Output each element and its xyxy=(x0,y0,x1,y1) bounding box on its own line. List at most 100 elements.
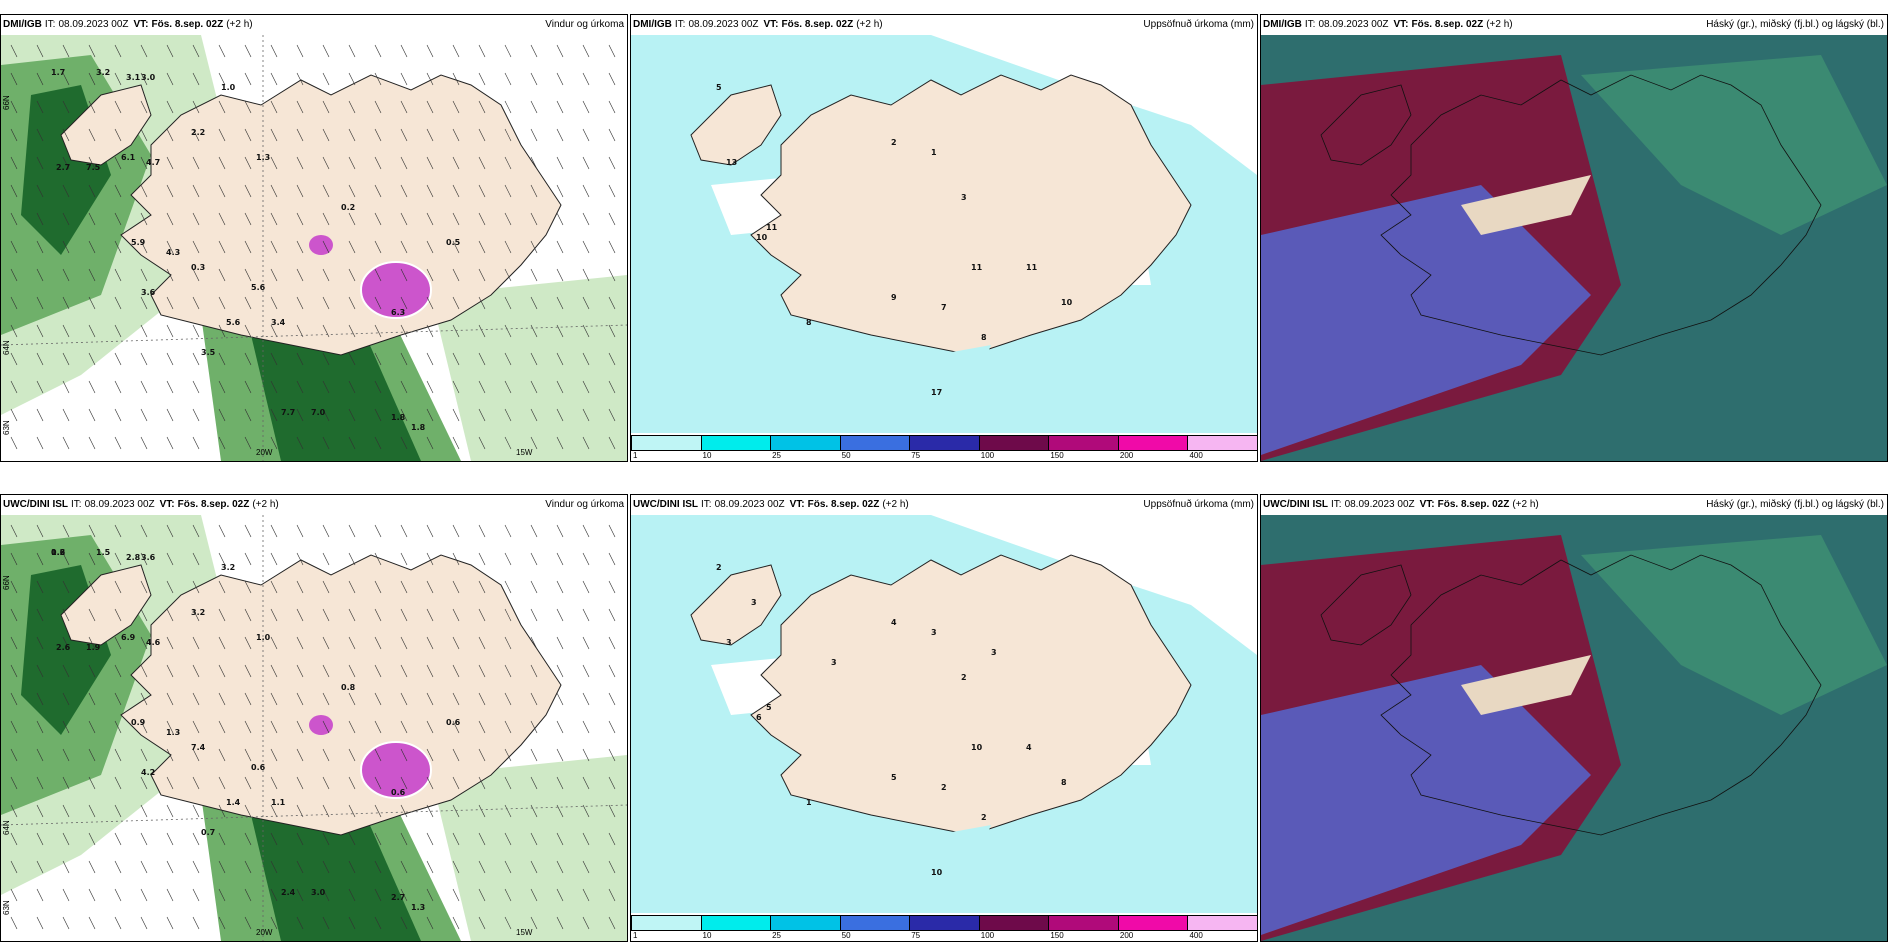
init-time-label: IT: xyxy=(71,499,82,510)
accum-value-label: 17 xyxy=(931,388,942,397)
accum-value-label: 2 xyxy=(891,138,897,147)
precip-value-label: 2.7 xyxy=(56,163,70,172)
accum-value-label: 6 xyxy=(756,713,762,722)
precip-value-label: 1.0 xyxy=(256,633,271,642)
colorbar-label: 10 xyxy=(702,931,712,940)
lat-tick-label: 63N xyxy=(2,420,11,435)
colorbar-label: 100 xyxy=(980,451,995,460)
precip-value-label: 3.2 xyxy=(96,68,110,77)
panel-title: Uppsöfnuð úrkoma (mm) xyxy=(1143,19,1254,30)
precip-value-label: 1.9 xyxy=(86,643,101,652)
precip-value-label: 2.7 xyxy=(391,893,405,902)
init-time-label: IT: xyxy=(1331,499,1342,510)
model-name: DMI/IGB xyxy=(3,19,42,30)
precip-value-label: 7.4 xyxy=(191,743,206,752)
accum-value-label: 8 xyxy=(1061,778,1067,787)
lon-tick-label: 20W xyxy=(256,448,273,457)
precip-value-label: 0.6 xyxy=(446,718,461,727)
colorbar-swatch xyxy=(1048,435,1119,451)
accum-value-label: 3 xyxy=(831,658,837,667)
accum-value-label: 4 xyxy=(1026,743,1032,752)
colorbar-swatch xyxy=(1048,915,1119,931)
accum-value-label: 13 xyxy=(726,158,737,167)
colorbar-label: 200 xyxy=(1119,451,1134,460)
colorbar-label: 400 xyxy=(1189,931,1203,940)
precip-value-label: 3.0 xyxy=(311,888,326,897)
precip-value-label: 0.8 xyxy=(341,683,356,692)
precip-value-label: 2.6 xyxy=(56,643,71,652)
precip-value-label: 1.3 xyxy=(256,153,270,162)
panel-header: DMI/IGB IT: 08.09.2023 00Z VT: Fös. 8.sep. 0… xyxy=(1261,15,1887,35)
precip-value-label: 0.2 xyxy=(51,548,65,557)
colorbar-label: 1 xyxy=(633,451,638,460)
precip-value-label: 4.2 xyxy=(141,768,155,777)
colorbar-swatch xyxy=(631,435,702,451)
init-time-label: IT: xyxy=(1304,19,1316,30)
precip-colorbar: 1 10 25 50 75 100 150 200 400 xyxy=(631,913,1257,941)
colorbar-label: 150 xyxy=(1050,931,1064,940)
colorbar-label: 75 xyxy=(911,931,921,940)
lead-time: (+2 h) xyxy=(252,499,279,510)
precip-value-label: 1.3 xyxy=(411,903,425,912)
colorbar-label: 200 xyxy=(1119,931,1134,940)
accum-value-label: 1 xyxy=(931,148,937,157)
accum-value-label: 5 xyxy=(891,773,897,782)
panel-header: UWC/DINI ISL IT: 08.09.2023 00Z VT: Fös. 8.s… xyxy=(1,495,627,515)
lat-tick-label: 66N xyxy=(2,575,11,590)
panel-title: Háský (gr.), miðský (fj.bl.) og lágský (… xyxy=(1706,499,1884,510)
valid-time: Fös. 8.sep. 02Z xyxy=(177,499,250,510)
map-canvas xyxy=(1261,515,1887,941)
init-time: 08.09.2023 00Z xyxy=(1318,19,1389,30)
init-time: 08.09.2023 00Z xyxy=(714,499,785,510)
precip-value-label: 0.6 xyxy=(391,788,406,797)
precip-value-label: 3.6 xyxy=(141,553,156,562)
precip-value-label: 4.6 xyxy=(146,638,161,647)
colorbar-swatch xyxy=(631,915,702,931)
accum-value-label: 2 xyxy=(981,813,987,822)
precip-value-label: 3.1 xyxy=(126,73,141,82)
panel-uwc-cloud: UWC/DINI ISL IT: 08.09.2023 00Z VT: Fös. 8.s… xyxy=(1260,494,1888,942)
accum-value-label: 3 xyxy=(991,648,997,657)
lead-time: (+2 h) xyxy=(882,499,909,510)
accum-value-label: 10 xyxy=(1061,298,1073,307)
accum-value-label: 2 xyxy=(961,673,967,682)
iceland-coastline xyxy=(690,74,1192,356)
colorbar-label: 400 xyxy=(1189,451,1203,460)
colorbar-swatch xyxy=(839,435,911,451)
colorbar-label: 100 xyxy=(980,931,995,940)
panel-header: UWC/DINI ISL IT: 08.09.2023 00Z VT: Fös. 8.s… xyxy=(631,495,1257,515)
wind-barbs xyxy=(10,44,616,450)
precip-value-label: 1.8 xyxy=(391,413,406,422)
precip-value-label: 3.2 xyxy=(221,563,235,572)
model-name: DMI/IGB xyxy=(633,19,672,30)
valid-time: Fös. 8.sep. 02Z xyxy=(1437,499,1510,510)
precip-value-label: 1.8 xyxy=(411,423,426,432)
precip-value-label: 1.6 xyxy=(51,548,66,557)
colorbar-label: 50 xyxy=(841,931,851,940)
map-canvas: 1.6 1.5 2.8 3.6 3.2 2.6 1.9 6.9 4.6 3.2 1.0 0.8 0.9 1… xyxy=(1,515,627,941)
model-name: UWC/DINI ISL xyxy=(1263,499,1328,510)
accum-value-label: 11 xyxy=(766,223,778,232)
precip-value-label: 2.4 xyxy=(281,888,296,897)
accum-value-label: 10 xyxy=(931,868,943,877)
precip-value-label: 6.1 xyxy=(121,153,136,162)
panel-title: Háský (gr.), miðský (fj.bl.) og lágský (… xyxy=(1706,19,1884,30)
panel-header: DMI/IGB IT: 08.09.2023 00Z VT: Fös. 8.sep. 0… xyxy=(631,15,1257,35)
valid-time: Fös. 8.sep. 02Z xyxy=(807,499,880,510)
precip-value-label: 2.8 xyxy=(126,553,141,562)
init-time-label: IT: xyxy=(44,19,56,30)
colorbar-swatch xyxy=(839,915,911,931)
precip-value-label: 1.5 xyxy=(96,548,111,557)
accum-value-label: 2 xyxy=(941,783,947,792)
precip-value-label: 0.6 xyxy=(251,763,266,772)
panel-title: Uppsöfnuð úrkoma (mm) xyxy=(1143,499,1254,510)
accum-value-label: 3 xyxy=(961,193,967,202)
precip-value-label: 5.6 xyxy=(251,283,266,292)
iceland-coastline xyxy=(60,74,562,356)
colorbar-swatch xyxy=(978,915,1050,931)
valid-time: Fös. 8.sep. 02Z xyxy=(1411,19,1484,30)
valid-time-label: VT: xyxy=(1419,499,1435,510)
precip-value-label: 4.7 xyxy=(146,158,160,167)
panel-header: UWC/DINI ISL IT: 08.09.2023 00Z VT: Fös. 8.s… xyxy=(1261,495,1887,515)
